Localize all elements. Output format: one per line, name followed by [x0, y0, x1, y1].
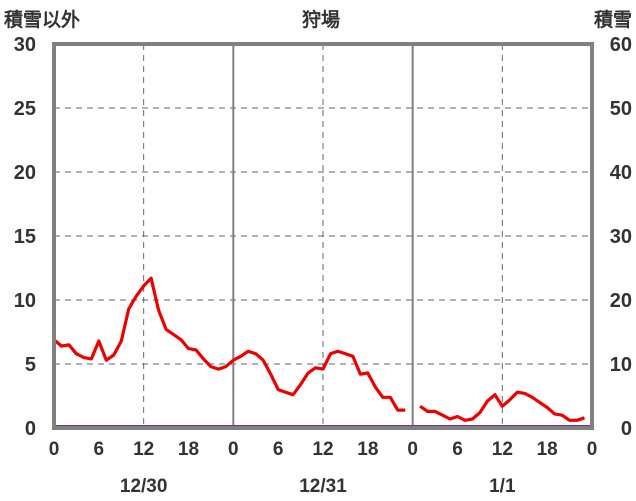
y-tick-label-right: 30: [610, 226, 632, 248]
left-y-ticks: 0 5 10 15 20 25 30: [14, 34, 36, 440]
day-label: 1/1: [489, 476, 516, 497]
chart-title: 狩場: [302, 8, 340, 31]
day-label: 12/31: [299, 476, 347, 497]
y-tick-label-left: 15: [14, 226, 36, 248]
x-tick-label: 6: [273, 439, 284, 460]
right-axis-label: 積雪: [594, 8, 632, 31]
x-tick-label: 18: [357, 439, 378, 460]
plot-frame: [52, 42, 594, 430]
x-tick-label: 6: [452, 439, 463, 460]
x-tick-label: 18: [537, 439, 558, 460]
left-axis-label: 積雪以外: [4, 8, 80, 31]
y-tick-label-left: 20: [14, 162, 36, 184]
y-tick-label-right: 0: [621, 418, 632, 440]
series-line-red: [419, 390, 586, 422]
y-tick-label-right: 50: [610, 98, 632, 120]
day-label: 12/30: [120, 476, 168, 497]
series-line-red: [52, 276, 406, 412]
right-y-ticks: 0 10 20 30 40 50 60: [610, 34, 632, 440]
y-tick-label-right: 40: [610, 162, 632, 184]
x-tick-label: 6: [94, 439, 105, 460]
y-tick-label-left: 30: [14, 34, 36, 56]
x-tick-label: 0: [228, 439, 239, 460]
x-tick-label: 0: [49, 439, 60, 460]
y-tick-label-left: 10: [14, 290, 36, 312]
x-tick-label: 0: [407, 439, 418, 460]
x-tick-label: 0: [587, 439, 598, 460]
y-tick-label-right: 10: [610, 354, 632, 376]
x-tick-label: 12: [133, 439, 154, 460]
y-tick-label-left: 5: [25, 354, 36, 376]
y-tick-label-right: 20: [610, 290, 632, 312]
day-labels: 12/30 12/31 1/1: [120, 476, 516, 497]
x-tick-label: 12: [312, 439, 333, 460]
y-tick-label-left: 25: [14, 98, 36, 120]
y-tick-label-right: 60: [610, 34, 632, 56]
y-tick-label-left: 0: [25, 418, 36, 440]
x-tick-label: 12: [492, 439, 513, 460]
x-tick-label: 18: [178, 439, 199, 460]
grid-lines: [54, 44, 592, 428]
x-ticks: 0 6 12 18 0 6 12 18 0 6 12 18 0: [49, 439, 598, 460]
